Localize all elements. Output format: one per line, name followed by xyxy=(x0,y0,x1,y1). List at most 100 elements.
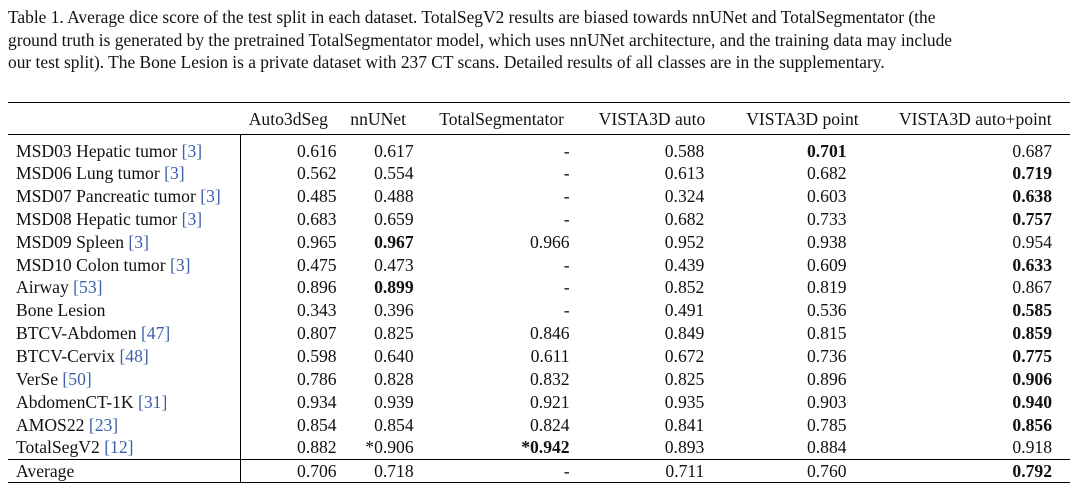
score-value: 0.785 xyxy=(806,414,847,435)
score-cell: 0.733 xyxy=(724,208,880,231)
score-cell: 0.719 xyxy=(881,162,1070,185)
citation-link[interactable]: [12] xyxy=(104,437,134,458)
score-value: 0.672 xyxy=(664,346,705,367)
score-cell: 0.921 xyxy=(424,391,580,414)
citation-link[interactable]: [23] xyxy=(88,414,119,435)
score-cell: 0.852 xyxy=(580,276,725,299)
score-cell: 0.706 xyxy=(239,459,343,483)
citation-link[interactable]: [3] xyxy=(169,254,191,275)
score-cell: 0.934 xyxy=(239,390,343,414)
best-score-value: 0.859 xyxy=(1012,323,1052,344)
score-value: 0.736 xyxy=(806,346,847,367)
dataset-name: TotalSegV2 xyxy=(16,437,105,458)
score-cell: 0.616 xyxy=(239,134,343,162)
score-cell: 0.841 xyxy=(580,414,725,437)
best-score-value: 0.585 xyxy=(1012,300,1052,321)
score-cell: 0.893 xyxy=(580,437,725,460)
dataset-name: AMOS22 xyxy=(16,414,89,435)
score-value: - xyxy=(563,460,570,481)
score-cell: 0.867 xyxy=(881,276,1070,299)
citation-link[interactable]: [3] xyxy=(200,185,221,206)
citation-link[interactable]: [3] xyxy=(181,208,203,229)
score-cell: *0.906 xyxy=(343,437,424,460)
score-value: 0.473 xyxy=(374,254,414,275)
score-value: 0.918 xyxy=(1012,437,1052,458)
score-value: 0.935 xyxy=(664,391,705,412)
score-cell: 0.475 xyxy=(239,253,343,277)
score-cell: 0.824 xyxy=(424,414,580,437)
score-value: 0.733 xyxy=(806,208,847,229)
header-cell: VISTA3D auto+point xyxy=(880,102,1070,135)
score-cell: - xyxy=(424,299,580,322)
citation-link[interactable]: [48] xyxy=(119,346,149,367)
table-body: MSD03 Hepatic tumor [3] 0.616 0.617-0.588 0… xyxy=(8,134,1070,483)
score-cell: 0.899 xyxy=(343,276,424,299)
citation-link[interactable]: [50] xyxy=(62,368,92,389)
score-value: 0.640 xyxy=(374,346,414,367)
header-cell: VISTA3D auto xyxy=(579,102,725,135)
score-value: - xyxy=(563,300,570,321)
best-score-value: 0.940 xyxy=(1012,391,1052,412)
score-cell: 0.701 xyxy=(724,135,880,163)
table-row: AMOS22 [23] 0.854 0.854 0.824 0.841 0.785 0.85… xyxy=(8,413,1070,437)
score-value: 0.760 xyxy=(806,460,847,481)
score-cell: 0.954 xyxy=(881,231,1070,254)
dataset-name: Average xyxy=(16,460,75,481)
score-cell: 0.554 xyxy=(343,162,424,185)
score-cell: 0.832 xyxy=(424,368,580,391)
citation-link[interactable]: [3] xyxy=(181,141,203,161)
score-cell: 0.896 xyxy=(239,276,343,300)
caption-line: our test split). The Bone Lesion is a pr… xyxy=(8,52,885,72)
header-cell xyxy=(8,102,240,135)
dataset-name-cell: MSD07 Pancreatic tumor [3] xyxy=(8,185,240,208)
dataset-name-cell: TotalSegV2 [12] xyxy=(8,437,240,460)
score-value: 0.939 xyxy=(374,391,414,412)
score-value: *0.906 xyxy=(365,437,414,458)
score-cell: 0.952 xyxy=(580,231,725,254)
score-cell: 0.640 xyxy=(343,345,424,368)
score-cell: 0.896 xyxy=(724,368,880,391)
score-value: - xyxy=(563,254,570,275)
header-cell: Auto3dSeg xyxy=(240,102,343,135)
dataset-name: MSD09 Spleen xyxy=(16,231,129,252)
citation-link[interactable]: [53] xyxy=(73,277,103,298)
dataset-name: MSD03 Hepatic tumor xyxy=(16,141,182,161)
citation-link[interactable]: [47] xyxy=(140,323,171,344)
dataset-name-cell: AbdomenCT-1K [31] xyxy=(8,391,240,414)
score-cell: 0.687 xyxy=(881,135,1070,163)
score-cell: - xyxy=(423,459,580,483)
score-value: 0.562 xyxy=(297,162,337,183)
score-value: 0.934 xyxy=(297,391,337,412)
score-value: 0.854 xyxy=(374,414,414,435)
score-value: 0.324 xyxy=(664,185,705,206)
citation-link[interactable]: [3] xyxy=(128,231,149,252)
score-cell: 0.633 xyxy=(881,254,1070,277)
score-value: 0.884 xyxy=(806,437,847,458)
score-cell: 0.775 xyxy=(881,345,1070,368)
score-cell: 0.585 xyxy=(881,299,1070,322)
score-value: 0.554 xyxy=(374,162,414,183)
score-cell: 0.940 xyxy=(881,391,1070,414)
citation-link[interactable]: [3] xyxy=(164,162,185,183)
score-value: 0.825 xyxy=(664,368,705,389)
citation-link[interactable]: [31] xyxy=(138,391,168,412)
table-row: VerSe [50] 0.786 0.828 0.832 0.825 0.896 0.906 xyxy=(8,368,1070,391)
score-cell: 0.760 xyxy=(724,459,881,483)
score-cell: 0.906 xyxy=(881,368,1070,391)
score-cell: 0.825 xyxy=(580,368,725,391)
table-row: MSD09 Spleen [3] 0.965 0.967 0.966 0.952 0.93… xyxy=(8,230,1070,254)
best-score-value: 0.633 xyxy=(1012,254,1052,275)
score-value: 0.611 xyxy=(530,346,570,367)
score-cell: 0.825 xyxy=(343,322,424,345)
dataset-name: MSD07 Pancreatic tumor xyxy=(16,185,201,206)
table-header-row: Auto3dSeg nnUNet TotalSegmentator VISTA3… xyxy=(8,102,1070,135)
table-row: Airway [53] 0.896 0.899 - 0.852 0.819 0.867 xyxy=(8,276,1070,300)
score-cell: 0.613 xyxy=(580,162,725,185)
score-value: 0.683 xyxy=(297,208,337,229)
score-cell: 0.683 xyxy=(239,207,343,231)
best-score-value: 0.899 xyxy=(374,277,414,298)
score-cell: 0.682 xyxy=(724,162,880,185)
table-row: MSD08 Hepatic tumor [3] 0.683 0.659 - 0.682 0… xyxy=(8,207,1070,231)
header-cell: VISTA3D point xyxy=(724,102,881,135)
header-cell: TotalSegmentator xyxy=(423,102,580,135)
